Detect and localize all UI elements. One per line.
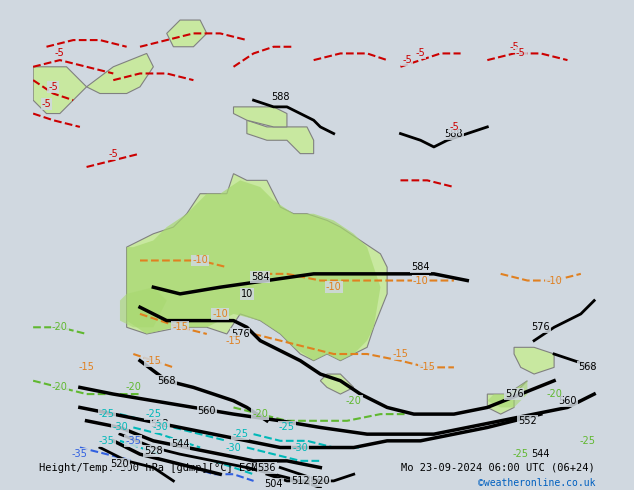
Text: 588: 588	[444, 128, 463, 139]
Text: -25: -25	[579, 436, 595, 446]
Text: -25: -25	[232, 429, 248, 439]
Text: 552: 552	[518, 416, 537, 426]
Text: -5: -5	[403, 55, 412, 65]
Text: -35: -35	[99, 436, 115, 446]
Polygon shape	[488, 381, 527, 407]
Text: Height/Temp. 500 hPa [gdmp][°C] ECMWF: Height/Temp. 500 hPa [gdmp][°C] ECMWF	[39, 463, 270, 473]
Text: 544: 544	[531, 449, 550, 459]
Text: 560: 560	[198, 406, 216, 416]
Text: -5: -5	[516, 49, 526, 58]
Text: 544: 544	[171, 439, 190, 449]
Text: -20: -20	[52, 382, 68, 392]
Text: 588: 588	[271, 92, 290, 102]
Text: -30: -30	[112, 422, 128, 433]
Polygon shape	[514, 347, 554, 374]
Polygon shape	[127, 180, 380, 361]
Text: -10: -10	[413, 275, 429, 286]
Text: -5: -5	[55, 49, 65, 58]
Text: 528: 528	[144, 446, 163, 456]
Text: -15: -15	[79, 363, 94, 372]
Text: -30: -30	[152, 422, 168, 433]
Text: -20: -20	[546, 389, 562, 399]
Text: 584: 584	[411, 262, 430, 272]
Text: -10: -10	[326, 282, 342, 292]
Text: -5: -5	[48, 82, 58, 92]
Text: -5: -5	[42, 98, 51, 108]
Text: -10: -10	[192, 255, 208, 266]
Text: 568: 568	[578, 363, 597, 372]
Text: 552: 552	[151, 419, 169, 429]
Text: 576: 576	[531, 322, 550, 332]
Polygon shape	[87, 53, 153, 94]
Polygon shape	[247, 120, 314, 154]
Text: -25: -25	[145, 409, 162, 419]
Text: ©weatheronline.co.uk: ©weatheronline.co.uk	[477, 478, 595, 488]
Text: -5: -5	[449, 122, 459, 132]
Text: 10: 10	[241, 289, 253, 299]
Text: -25: -25	[99, 409, 115, 419]
Text: -5: -5	[108, 148, 118, 159]
Text: 560: 560	[558, 396, 577, 406]
Text: 512: 512	[291, 476, 309, 486]
Polygon shape	[120, 287, 167, 327]
Text: -15: -15	[145, 356, 161, 366]
Polygon shape	[167, 20, 207, 47]
Text: -30: -30	[226, 442, 242, 452]
Text: -20: -20	[52, 322, 68, 332]
Text: -10: -10	[212, 309, 228, 319]
Polygon shape	[127, 173, 387, 361]
Text: -20: -20	[126, 382, 141, 392]
Text: 520: 520	[311, 476, 330, 486]
Text: -15: -15	[419, 363, 435, 372]
Text: 568: 568	[157, 376, 176, 386]
Text: -5: -5	[55, 49, 65, 58]
Text: -5: -5	[509, 42, 519, 52]
Text: Mo 23-09-2024 06:00 UTC (06+24): Mo 23-09-2024 06:00 UTC (06+24)	[401, 463, 595, 473]
Text: -30: -30	[292, 442, 308, 452]
Text: 504: 504	[264, 479, 283, 489]
Text: -5: -5	[416, 49, 425, 58]
Text: -25: -25	[279, 422, 295, 433]
Text: 576: 576	[505, 389, 523, 399]
Text: -10: -10	[413, 275, 429, 286]
Text: -10: -10	[547, 275, 562, 286]
Text: -35: -35	[72, 449, 88, 459]
Text: 584: 584	[251, 272, 269, 282]
Polygon shape	[488, 381, 527, 414]
Text: -25: -25	[513, 449, 529, 459]
Text: -35: -35	[126, 436, 141, 446]
Text: -15: -15	[392, 349, 408, 359]
Polygon shape	[233, 107, 287, 127]
Text: -20: -20	[346, 396, 361, 406]
Text: 520: 520	[111, 459, 129, 469]
Polygon shape	[33, 67, 87, 114]
Text: -20: -20	[252, 409, 268, 419]
Text: 536: 536	[257, 463, 276, 472]
Text: -15: -15	[172, 322, 188, 332]
Text: -15: -15	[226, 336, 242, 345]
Polygon shape	[320, 374, 354, 394]
Text: 576: 576	[231, 329, 250, 339]
